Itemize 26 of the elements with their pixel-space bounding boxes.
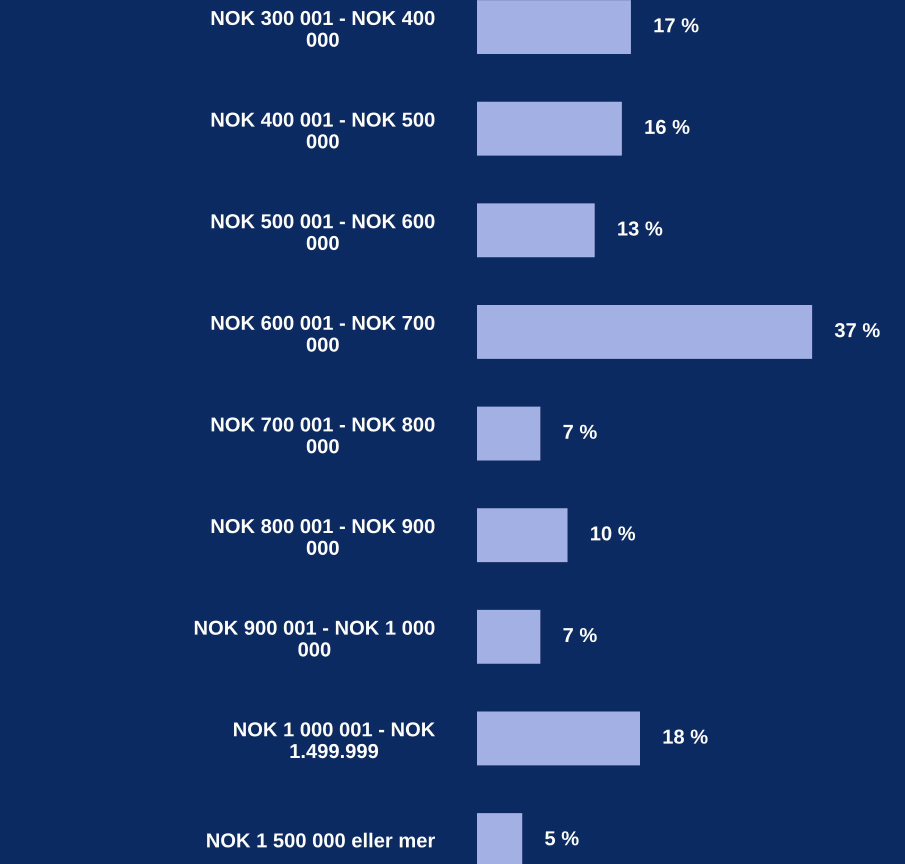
bar [476, 0, 631, 54]
data-label: 17 % [654, 18, 699, 32]
y-tick-label: NOK 700 001 - NOK 800 000 [212, 417, 434, 454]
y-tick-label: NOK 800 001 - NOK 900 000 [212, 518, 434, 555]
y-tick-label: NOK 1 500 000 eller mer [207, 832, 435, 848]
data-label: 5 % [545, 831, 579, 846]
data-label: 16 % [645, 120, 690, 134]
bar [476, 406, 540, 460]
y-tick-label: NOK 300 001 - NOK 400 000 [212, 10, 434, 47]
data-label: 7 % [563, 424, 597, 439]
data-label: 18 % [663, 730, 708, 744]
bar [476, 610, 540, 664]
data-label: 7 % [563, 628, 597, 642]
data-label: 37 % [834, 323, 880, 338]
y-tick-label: NOK 900 001 - NOK 1 000 000 [194, 620, 434, 657]
y-tick-label: NOK 400 001 - NOK 500 000 [212, 112, 434, 148]
data-label: 10 % [591, 526, 636, 541]
bar [476, 102, 622, 156]
bar [476, 203, 595, 258]
y-tick-label: NOK 600 001 - NOK 700 000 [212, 316, 434, 352]
bar [476, 508, 568, 562]
y-tick-label: NOK 500 001 - NOK 600 000 [212, 214, 434, 250]
bar [476, 304, 812, 359]
y-tick-label: NOK 1 000 001 - NOK 1.499.999 [234, 722, 436, 758]
data-label: 13 % [618, 221, 662, 236]
bar [476, 711, 640, 766]
